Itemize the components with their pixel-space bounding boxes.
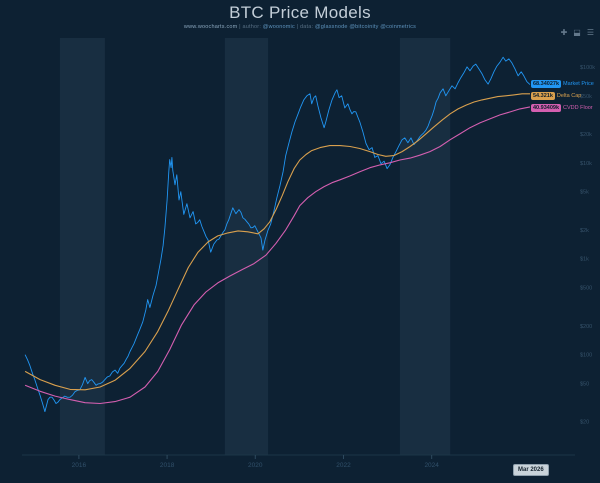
y-tick-label: $10k (580, 161, 592, 167)
y-tick-label: $20 (580, 420, 589, 426)
cvdd-floor-line[interactable] (24, 106, 531, 405)
market-price-line[interactable] (24, 56, 531, 413)
series-name-label: Delta Cap (556, 92, 582, 99)
y-tick-label: $20k (580, 132, 592, 138)
x-tick-label: 2024 (424, 462, 439, 469)
halving-band (224, 38, 269, 455)
cvdd-floor-end-label[interactable]: 40.93409k CVDD Floor (531, 103, 593, 112)
series-name-label: Market Price (563, 80, 594, 87)
y-tick-label: $50 (580, 382, 589, 388)
y-tick-label: $500 (580, 286, 592, 292)
delta-cap-end-label[interactable]: 54.321k Delta Cap (531, 91, 582, 100)
halving-band (399, 38, 451, 455)
y-tick-label: $5k (580, 190, 589, 196)
menu-icon[interactable]: ☰ (586, 28, 594, 37)
y-tick-label: $2k (580, 228, 589, 234)
market-price-end-label[interactable]: 68.34027k Market Price (531, 79, 594, 88)
halving-band (59, 38, 105, 455)
price-badge: 68.34027k (531, 79, 561, 88)
plus-icon[interactable]: ✚ (560, 28, 568, 37)
price-badge: 40.93409k (531, 103, 561, 112)
y-tick-label: $100k (580, 65, 595, 71)
y-tick-label: $1k (580, 257, 589, 263)
y-tick-label: $100 (580, 353, 592, 359)
cursor-date-badge: Mar 2026 (513, 464, 549, 476)
x-tick-label: 2018 (160, 462, 175, 469)
subtitle-text: | author: (237, 24, 263, 30)
x-tick-label: 2020 (248, 462, 263, 469)
page-title: BTC Price Models (229, 3, 371, 22)
chart-subtitle: www.woocharts.com | author: @woonomic | … (0, 24, 600, 30)
subtitle-text: www.woocharts.com (183, 24, 238, 30)
subtitle-text: | data: (294, 24, 315, 30)
x-tick-label: 2022 (336, 462, 351, 469)
subtitle-link[interactable]: @coinmetrics (380, 24, 417, 30)
y-tick-label: $200 (580, 324, 592, 330)
price-badge: 54.321k (531, 91, 555, 100)
subtitle-link[interactable]: @bitcoinity (349, 24, 381, 30)
series-name-label: CVDD Floor (563, 104, 593, 111)
subtitle-link[interactable]: @glassnode (314, 24, 350, 30)
delta-cap-line[interactable] (24, 93, 530, 391)
y-tick-label: $50k (580, 94, 592, 100)
chart-toolbar: ✚ ⬓ ☰ (561, 29, 594, 37)
subtitle-link[interactable]: @woonomic (262, 24, 295, 30)
camera-icon[interactable]: ⬓ (573, 28, 581, 37)
x-tick-label: 2016 (72, 462, 87, 469)
